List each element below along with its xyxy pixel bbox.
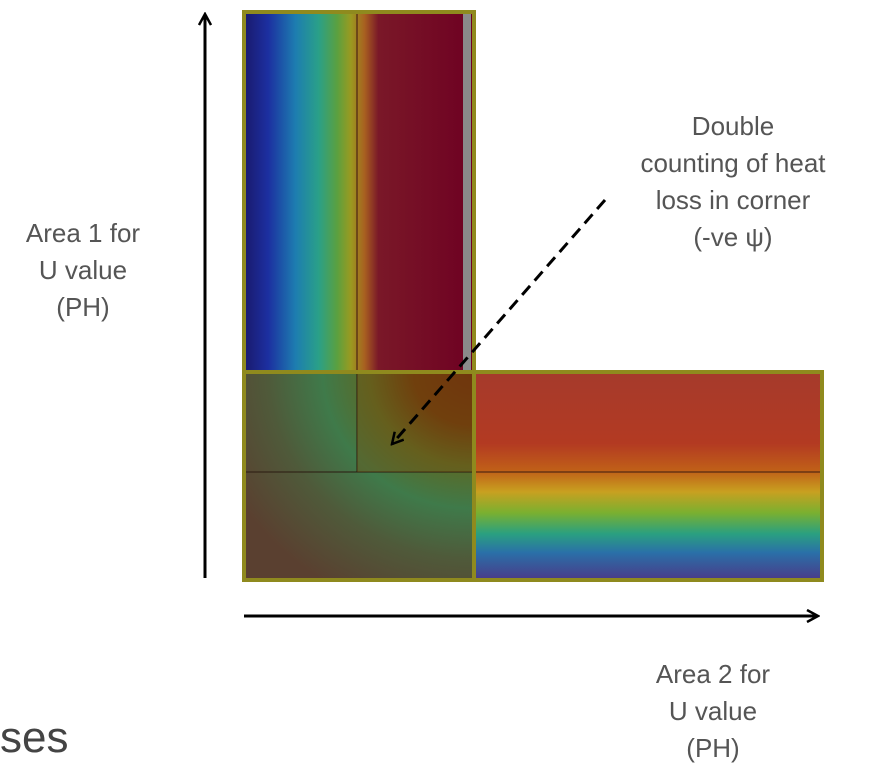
area1-label-line-2: U value [38, 255, 128, 285]
vertical-wall [245, 12, 475, 372]
area2-label: Area 2 for U value (PH) [620, 656, 806, 767]
area2-label-line-2: U value [668, 696, 758, 726]
partial-slide-text: ses [0, 713, 69, 762]
double-counting-pointer-arrow [392, 199, 607, 444]
double-counting-label-line-4: (-ve ψ) [693, 222, 773, 252]
double-counting-label-line-3: loss in corner [655, 185, 811, 215]
area1-label-line-1: Area 1 for [25, 218, 141, 248]
double-counting-label-line-1: Double [691, 111, 775, 141]
horizontal-wall [472, 370, 822, 580]
double-counting-label-line-2: counting of heat [640, 148, 826, 178]
area1-label: Area 1 for U value (PH) [0, 215, 166, 326]
area2-label-line-1: Area 2 for [655, 659, 771, 689]
vertical-wall-edge [463, 12, 471, 372]
area1-label-line-3: (PH) [56, 292, 110, 322]
area2-label-line-3: (PH) [686, 733, 740, 763]
area2-outline [242, 370, 824, 582]
corner-region [245, 370, 473, 580]
corner-overlap-highlight [357, 370, 473, 472]
double-counting-label: Double counting of heat loss in corner (… [590, 108, 876, 256]
